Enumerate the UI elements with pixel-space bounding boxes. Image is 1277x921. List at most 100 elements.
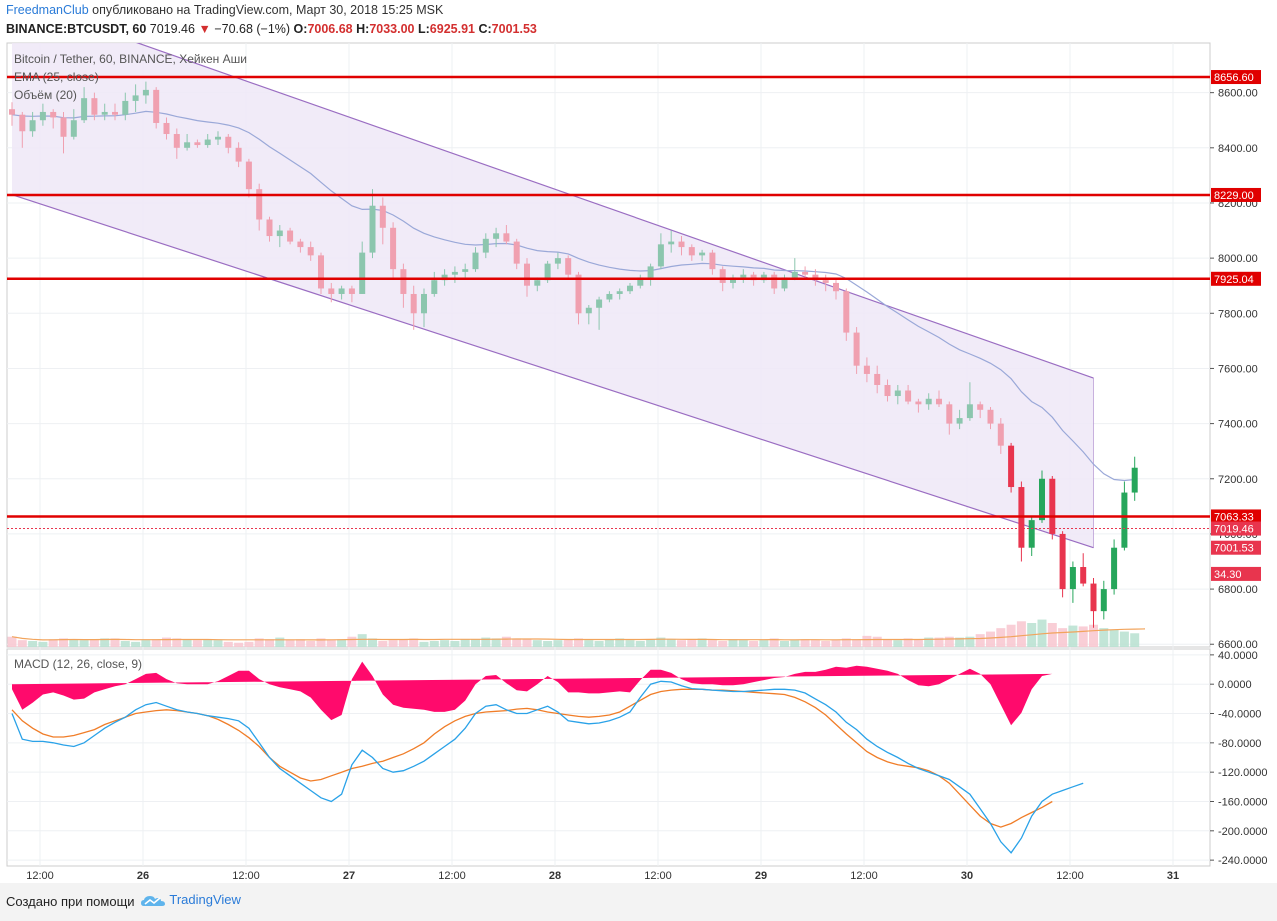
volume-bar <box>203 639 213 647</box>
candle-body <box>400 269 407 294</box>
volume-bar <box>666 639 676 647</box>
candle-body <box>307 247 314 256</box>
open-value: 7006.68 <box>307 22 353 36</box>
macd-tick-label: -240.0000 <box>1218 855 1268 867</box>
volume-bar <box>172 638 182 647</box>
macd-line <box>11 680 1084 854</box>
author-link[interactable]: FreedmanClub <box>6 3 89 17</box>
x-tick-label: 12:00 <box>26 870 54 882</box>
volume-bar <box>285 640 295 647</box>
x-tick-label: 31 <box>1167 870 1179 882</box>
volume-bar <box>1047 623 1057 647</box>
down-arrow-icon: ▼ <box>198 22 211 36</box>
candle-body <box>462 269 469 272</box>
high-value: 7033.00 <box>369 22 415 36</box>
candle-body <box>863 365 870 374</box>
y-tick-label: 7800.00 <box>1218 308 1258 320</box>
candle-body <box>1049 478 1056 534</box>
macd-tick-label: -120.0000 <box>1218 767 1268 779</box>
volume-ma-line <box>11 628 1146 641</box>
tradingview-logo[interactable]: TradingView <box>140 892 241 909</box>
volume-bar <box>522 639 532 647</box>
candle-body <box>730 277 736 283</box>
candle-body <box>905 390 912 402</box>
volume-bar <box>738 640 748 647</box>
volume-bar <box>893 640 903 647</box>
candle-body <box>328 288 335 294</box>
candle-body <box>348 288 355 294</box>
x-tick-label: 12:00 <box>850 870 878 882</box>
candle-body <box>534 280 541 286</box>
volume-bar <box>419 641 429 647</box>
volume-bar <box>1058 628 1068 647</box>
volume-bar <box>1130 633 1140 647</box>
volume-bar <box>790 640 800 647</box>
candle-body <box>60 117 67 137</box>
candle-body <box>977 404 984 410</box>
candle-body <box>503 233 510 242</box>
volume-bar <box>1016 621 1026 647</box>
price-chart[interactable]: 12:00 26 12:00 27 12:00 28 12:00 29 12:00 30 12:00… <box>0 0 1277 883</box>
candle-body <box>616 291 623 294</box>
candle-body <box>833 282 839 292</box>
price-label-box <box>1211 521 1261 536</box>
close-value: 7001.53 <box>491 22 537 36</box>
volume-bar <box>615 638 625 647</box>
candle-body <box>101 111 108 115</box>
x-tick-label: 12:00 <box>1056 870 1084 882</box>
volume-bar <box>841 638 851 647</box>
volume-bar <box>450 641 460 647</box>
candle-body <box>1080 567 1087 584</box>
candle-body <box>50 111 57 118</box>
volume-bar <box>1068 625 1078 647</box>
publish-line: FreedmanClub опубликовано на TradingView… <box>6 3 443 17</box>
candle-body <box>369 205 376 253</box>
macd-tick-label: -40.0000 <box>1218 709 1261 721</box>
volume-bar <box>378 641 388 647</box>
candle-body <box>29 120 36 132</box>
candle-body <box>925 398 932 405</box>
price-label-box <box>1211 566 1261 581</box>
volume-bar <box>69 639 79 647</box>
candle-body <box>771 274 778 289</box>
candle-body <box>1090 583 1097 612</box>
volume-bar <box>955 637 965 647</box>
volume-bar <box>512 638 522 647</box>
candle-body <box>9 109 15 115</box>
main-legend: Bitcoin / Tether, 60, BINANCE, Хейкен Аш… <box>14 52 247 66</box>
candle-body <box>379 205 386 228</box>
candle-body <box>688 247 695 256</box>
volume-bar <box>728 639 738 647</box>
candle-body <box>956 418 963 424</box>
close-label: C: <box>478 22 492 36</box>
volume-bar <box>944 636 954 647</box>
y-tick-label: 8600.00 <box>1218 88 1258 100</box>
price-label: 7001.53 <box>1214 543 1254 555</box>
volume-bar <box>182 639 192 647</box>
volume-bar <box>254 638 264 647</box>
candle-body <box>235 147 242 162</box>
candle-body <box>390 227 397 270</box>
volume-bar <box>852 639 862 647</box>
y-tick-label: 8400.00 <box>1218 143 1258 155</box>
volume-bar <box>120 641 130 647</box>
candle-body <box>276 230 283 237</box>
volume-bar <box>913 639 923 647</box>
candle-body <box>153 89 160 123</box>
price-label-box <box>1211 540 1261 555</box>
volume-bar <box>162 637 171 647</box>
candle-body <box>781 277 788 289</box>
volume-bar <box>924 637 934 647</box>
level-label-box <box>1211 187 1261 202</box>
volume-bar <box>1109 629 1119 647</box>
low-value: 6925.91 <box>429 22 475 36</box>
candle-body <box>287 230 294 242</box>
volume-bar <box>563 639 573 647</box>
volume-bar <box>89 639 99 647</box>
price-label: 34.30 <box>1214 569 1242 581</box>
volume-bar <box>28 641 38 647</box>
candle-body <box>647 266 654 278</box>
candle-body <box>894 390 901 397</box>
x-tick-label: 28 <box>549 870 561 882</box>
volume-bar <box>1099 628 1109 647</box>
